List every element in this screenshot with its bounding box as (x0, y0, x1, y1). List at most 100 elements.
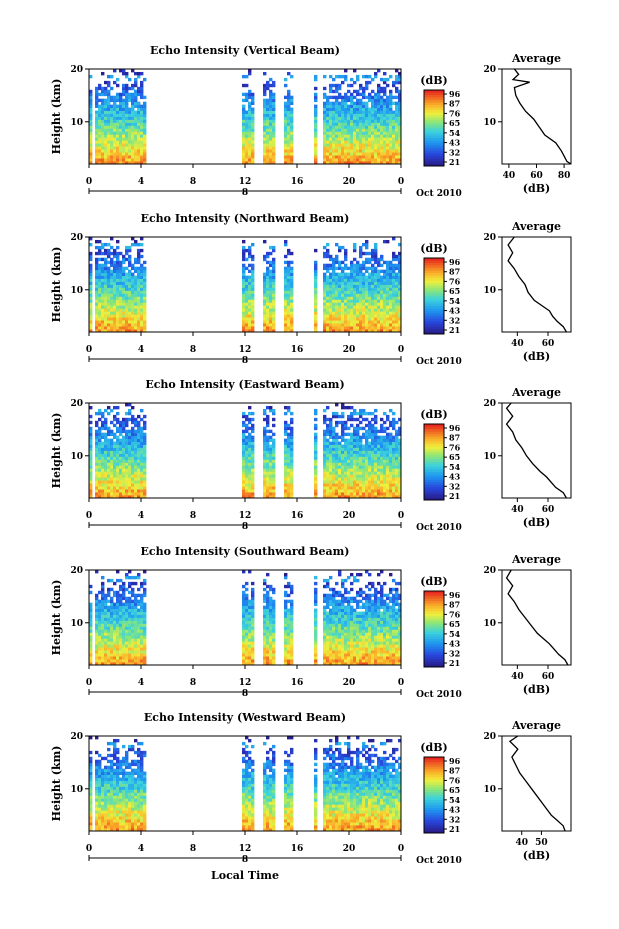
heatmap-cell (119, 596, 123, 601)
heatmap-cell (359, 254, 363, 259)
heatmap-cell (347, 149, 351, 153)
heatmap-cell (287, 98, 291, 103)
heatmap-cell (128, 459, 132, 463)
x-tick-label: 12 (239, 345, 252, 355)
heatmap-cell (329, 134, 333, 138)
heatmap-cell (377, 131, 381, 135)
heatmap-cell (377, 95, 381, 100)
heatmap-cell (245, 248, 249, 253)
heatmap-cell (245, 426, 249, 431)
heatmap-cell (371, 110, 375, 114)
heatmap-cell (335, 110, 339, 114)
heatmap-cell (332, 465, 336, 469)
heatmap-cell (380, 435, 384, 440)
heatmap-cell (353, 107, 357, 111)
heatmap-cell (332, 308, 336, 312)
heatmap-cell (368, 477, 372, 481)
heatmap-cell (104, 423, 108, 428)
heatmap-cell (134, 465, 138, 469)
heatmap-cell (383, 302, 387, 306)
heatmap-cell (287, 311, 291, 315)
heatmap-cell (101, 107, 105, 111)
heatmap-cell (350, 423, 354, 428)
heatmap-cell (314, 140, 318, 144)
heatmap-cell (110, 489, 114, 493)
heatmap-cell (98, 311, 102, 315)
heatmap-cell (263, 489, 267, 493)
heatmap-cell (389, 438, 393, 442)
heatmap-cell (128, 128, 132, 132)
heatmap-cell (386, 489, 390, 493)
heatmap-cell (89, 492, 93, 496)
heatmap-cell (113, 456, 117, 460)
heatmap-cell (266, 158, 270, 162)
heatmap-cell (341, 272, 345, 276)
heatmap-cell (89, 420, 93, 425)
heatmap-cell (119, 293, 123, 297)
heatmap-cell (341, 275, 345, 279)
heatmap-cell (140, 125, 144, 129)
heatmap-cell (110, 492, 114, 496)
heatmap-cell (329, 299, 333, 303)
colorbar-segment (424, 454, 444, 458)
heatmap-cell (269, 92, 273, 97)
heatmap-cell (341, 471, 345, 475)
heatmap-cell (389, 432, 393, 437)
heatmap-cell (368, 131, 372, 135)
heatmap-cell (134, 140, 138, 144)
heatmap-cell (344, 486, 348, 490)
heatmap-cell (380, 263, 384, 268)
heatmap-cell (266, 477, 270, 481)
heatmap-cell (392, 125, 396, 129)
heatmap-cell (287, 426, 291, 431)
heatmap-cell (314, 441, 318, 445)
heatmap-cell (338, 137, 342, 141)
heatmap-cell (341, 492, 345, 496)
heatmap-cell (287, 486, 291, 490)
heatmap-cell (377, 116, 381, 120)
heatmap-cell (89, 468, 93, 472)
heatmap-cell (332, 110, 336, 114)
heatmap-cell (122, 69, 126, 73)
heatmap-cell (242, 155, 246, 159)
heatmap-cell (347, 293, 351, 297)
heatmap-cell (128, 290, 132, 294)
colorbar-segment (424, 439, 444, 443)
heatmap-cell (104, 257, 108, 262)
heatmap-cell (266, 86, 270, 91)
heatmap-cell (347, 290, 351, 294)
heatmap-cell (284, 275, 288, 279)
heatmap-cell (356, 77, 360, 82)
x-tick-label: 0 (86, 177, 92, 187)
heatmap-cell (104, 101, 108, 106)
heatmap-cell (356, 155, 360, 159)
heatmap-cell (110, 614, 114, 618)
heatmap-cell (89, 119, 93, 123)
heatmap-cell (323, 480, 327, 484)
heatmap-cell (323, 74, 327, 79)
heatmap-cell (245, 128, 249, 132)
heatmap-cell (101, 128, 105, 132)
heatmap-cell (326, 432, 330, 437)
heatmap-cell (341, 453, 345, 457)
heatmap-cell (263, 477, 267, 481)
heatmap-cell (290, 122, 294, 126)
heatmap-cell (110, 122, 114, 126)
heatmap-cell (98, 152, 102, 156)
heatmap-cell (338, 468, 342, 472)
heatmap-cell (380, 101, 384, 106)
heatmap-cell (113, 626, 117, 630)
heatmap-cell (386, 275, 390, 279)
heatmap-cell (140, 329, 144, 333)
heatmap-cell (368, 329, 372, 333)
heatmap-cell (98, 326, 102, 330)
heatmap-cell (395, 287, 399, 291)
heatmap-cell (263, 86, 267, 91)
colorbar-tick-label: 54 (449, 296, 461, 306)
heatmap-cell (290, 98, 294, 103)
heatmap-cell (89, 620, 93, 624)
heatmap-cell (329, 311, 333, 315)
heatmap-cell (329, 477, 333, 481)
heatmap-cell (95, 329, 99, 333)
heatmap-cell (143, 326, 147, 330)
